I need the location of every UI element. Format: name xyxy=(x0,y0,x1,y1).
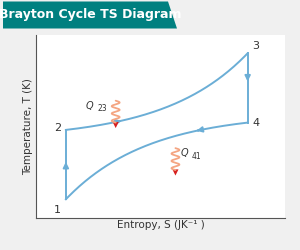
Text: 2: 2 xyxy=(54,123,61,133)
Y-axis label: Temperature, T (K): Temperature, T (K) xyxy=(23,78,33,175)
Text: 4: 4 xyxy=(253,118,260,128)
Polygon shape xyxy=(3,2,177,28)
Text: 41: 41 xyxy=(192,152,201,161)
Text: 3: 3 xyxy=(253,42,260,51)
Text: Q: Q xyxy=(180,148,188,158)
Text: Q: Q xyxy=(86,101,93,111)
Text: Brayton Cycle TS Diagram: Brayton Cycle TS Diagram xyxy=(0,8,181,21)
Text: 23: 23 xyxy=(97,104,106,113)
Text: 1: 1 xyxy=(54,205,61,215)
X-axis label: Entropy, S (JK⁻¹ ): Entropy, S (JK⁻¹ ) xyxy=(117,220,204,230)
